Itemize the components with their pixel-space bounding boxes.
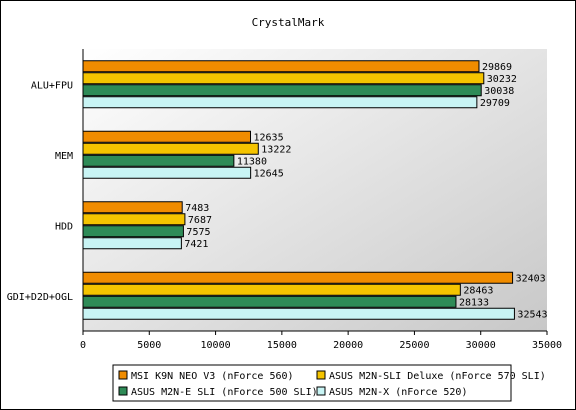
bar-HDD-1 (82, 213, 186, 226)
data-label: 7575 (186, 227, 210, 238)
data-label: 30038 (484, 86, 514, 97)
data-label: 32403 (516, 273, 546, 284)
bar-MEM-1 (82, 142, 259, 155)
data-label: 12645 (254, 168, 284, 179)
bar-GDI+D2D+OGL-1 (82, 283, 461, 296)
bar-HDD-3 (82, 237, 182, 250)
bar-ALU+FPU-1 (82, 72, 485, 85)
chart-title: CrystalMark (252, 16, 325, 29)
legend-swatch (316, 386, 326, 396)
category-label: GDI+D2D+OGL (7, 292, 73, 303)
data-label: 7421 (184, 239, 208, 250)
legend-swatch (118, 386, 128, 396)
x-tick-label: 20000 (333, 340, 363, 351)
legend-swatch (118, 370, 128, 380)
data-label: 7687 (188, 215, 212, 226)
bar-MEM-0 (82, 130, 252, 143)
bar-HDD-2 (82, 225, 184, 238)
x-tick-label: 0 (80, 340, 86, 351)
x-tick-label: 5000 (137, 340, 161, 351)
bar-GDI+D2D+OGL-0 (82, 271, 514, 284)
bar-MEM-2 (82, 154, 235, 167)
legend-label: ASUS M2N-X (nForce 520) (329, 387, 467, 398)
bar-ALU+FPU-2 (82, 84, 482, 97)
category-label: ALU+FPU (31, 80, 73, 91)
data-label: 32543 (517, 309, 547, 320)
bar-HDD-0 (82, 201, 183, 214)
x-tick-label: 10000 (201, 340, 231, 351)
bar-MEM-3 (82, 166, 252, 179)
x-tick-label: 15000 (267, 340, 297, 351)
x-tick-label: 35000 (532, 340, 562, 351)
bar-ALU+FPU-3 (82, 96, 478, 109)
legend-label: ASUS M2N-SLI Deluxe (nForce 570 SLI) (329, 371, 546, 382)
legend: MSI K9N NEO V3 (nForce 560) ASUS M2N-SLI … (112, 364, 546, 402)
bar-GDI+D2D+OGL-3 (82, 307, 515, 320)
data-label: 12635 (254, 132, 284, 143)
legend-swatch (316, 370, 326, 380)
legend-label: MSI K9N NEO V3 (nForce 560) (131, 371, 294, 382)
bar-GDI+D2D+OGL-2 (82, 295, 457, 308)
data-label: 11380 (237, 156, 267, 167)
data-label: 13222 (261, 144, 291, 155)
category-label: MEM (55, 151, 73, 162)
data-label: 30232 (487, 74, 517, 85)
x-tick-label: 25000 (399, 340, 429, 351)
data-label: 28133 (459, 297, 489, 308)
data-label: 7483 (185, 203, 209, 214)
category-label: HDD (55, 221, 73, 232)
data-label: 28463 (463, 285, 493, 296)
data-label: 29869 (482, 62, 512, 73)
x-tick-label: 30000 (466, 340, 496, 351)
legend-box (112, 364, 512, 402)
data-label: 29709 (480, 98, 510, 109)
legend-label: ASUS M2N-E SLI (nForce 500 SLI) (131, 387, 318, 398)
bar-ALU+FPU-0 (82, 60, 480, 73)
